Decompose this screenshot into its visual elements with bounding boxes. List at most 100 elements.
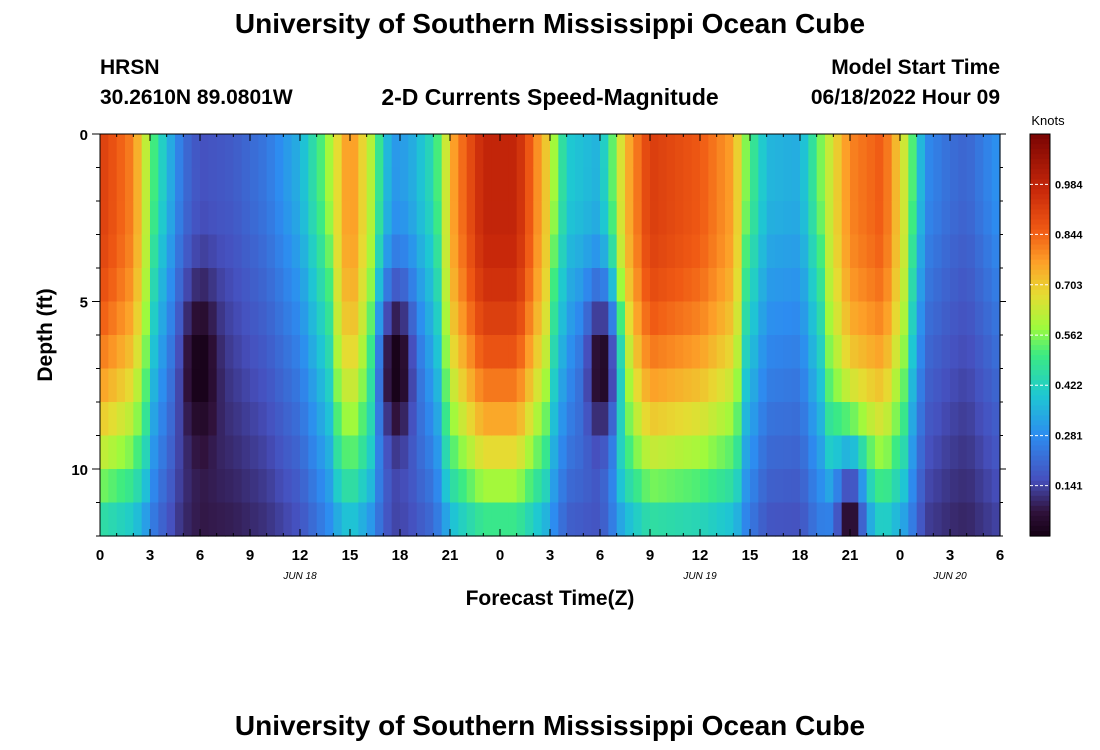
- heatmap-cell: [308, 335, 318, 370]
- heatmap-cell: [116, 134, 126, 169]
- heatmap-cell: [816, 402, 826, 437]
- heatmap-cell: [416, 134, 426, 169]
- heatmap-cell: [808, 502, 818, 537]
- heatmap-cell: [966, 435, 976, 470]
- heatmap-cell: [316, 402, 326, 437]
- heatmap-cell: [533, 234, 543, 269]
- heatmap-cell: [916, 469, 926, 504]
- heatmap-cell: [333, 335, 343, 370]
- colorbar-swatch: [1030, 169, 1050, 175]
- colorbar-swatch: [1030, 490, 1050, 497]
- heatmap-cell: [983, 368, 993, 403]
- heatmap-cell: [825, 469, 834, 504]
- heatmap-cell: [275, 234, 284, 269]
- heatmap-cell: [633, 469, 643, 504]
- colorbar-swatch: [1030, 530, 1050, 537]
- heatmap-cell: [591, 368, 601, 403]
- heatmap-cell: [775, 335, 784, 370]
- heatmap-cell: [383, 502, 393, 537]
- heatmap-cell: [425, 402, 434, 437]
- x-tick-label: 6: [196, 547, 204, 564]
- heatmap-cell: [550, 167, 559, 202]
- heatmap-cell: [133, 301, 143, 336]
- heatmap-cell: [291, 301, 301, 336]
- heatmap-cell: [608, 469, 618, 504]
- heatmap-cell: [641, 368, 651, 403]
- heatmap-cell: [416, 201, 426, 236]
- heatmap-cell: [966, 268, 976, 303]
- heatmap-cell: [541, 502, 551, 537]
- heatmap-cell: [116, 435, 126, 470]
- heatmap-cell: [525, 469, 534, 504]
- heatmap-cell: [708, 402, 718, 437]
- heatmap-cell: [541, 469, 551, 504]
- heatmap-cell: [383, 402, 393, 437]
- model-start-value: 06/18/2022 Hour 09: [810, 86, 1000, 109]
- heatmap-cell: [483, 469, 493, 504]
- heatmap-cell: [925, 435, 934, 470]
- heatmap-cell: [866, 435, 876, 470]
- heatmap-cell: [675, 234, 684, 269]
- heatmap-cell: [916, 301, 926, 336]
- heatmap-cell: [316, 368, 326, 403]
- heatmap-cell: [158, 234, 168, 269]
- heatmap-cell: [641, 502, 651, 537]
- heatmap-cell: [300, 201, 309, 236]
- heatmap-cell: [816, 368, 826, 403]
- heatmap-cell: [841, 435, 851, 470]
- heatmap-cell: [125, 167, 134, 202]
- heatmap-cell: [716, 268, 726, 303]
- heatmap-cell: [416, 301, 426, 336]
- heatmap-cell: [800, 234, 809, 269]
- colorbar: 0.984 0.844 0.703 0.562 0.422 0.281 0.141: [1029, 133, 1083, 537]
- heatmap-cell: [741, 469, 751, 504]
- heatmap-cell: [675, 435, 684, 470]
- colorbar-tick-label: 0.984: [1055, 179, 1083, 191]
- heatmap-cell: [125, 368, 134, 403]
- heatmap-cell: [983, 234, 993, 269]
- heatmap-cell: [858, 402, 868, 437]
- heatmap-cell: [433, 469, 443, 504]
- heatmap-cell: [991, 167, 1001, 202]
- heatmap-cell: [566, 502, 576, 537]
- colorbar-swatch: [1030, 194, 1050, 200]
- heatmap-cell: [933, 368, 943, 403]
- heatmap-cell: [708, 268, 718, 303]
- x-axis: 0 3 6 9 12 15 18 21 0 3 6 9 12 15 18 21 0 3 6 JUN 18 JUN 19 J…: [96, 134, 1004, 582]
- heatmap-cell: [800, 469, 809, 504]
- heatmap-cell: [708, 167, 718, 202]
- heatmap-cell: [550, 301, 559, 336]
- heatmap-cell: [675, 402, 684, 437]
- heatmap-cell: [400, 402, 409, 437]
- heatmap-cell: [208, 167, 218, 202]
- heatmap-cell: [150, 234, 159, 269]
- heatmap-cell: [733, 268, 743, 303]
- heatmap-cell: [600, 268, 609, 303]
- colorbar-swatch: [1030, 284, 1050, 291]
- heatmap-cell: [500, 234, 509, 269]
- heatmap-cell: [375, 502, 384, 537]
- heatmap-cell: [600, 402, 609, 437]
- colorbar-swatch: [1030, 520, 1050, 527]
- heatmap-cell: [566, 268, 576, 303]
- colorbar-swatch: [1030, 324, 1050, 331]
- heatmap-cell: [100, 167, 109, 202]
- heatmap-cell: [766, 301, 776, 336]
- heatmap-cell: [191, 469, 201, 504]
- heatmap-cell: [100, 201, 109, 236]
- heatmap-cell: [166, 435, 176, 470]
- colorbar-swatch: [1030, 340, 1050, 346]
- heatmap-cell: [966, 301, 976, 336]
- heatmap-cell: [850, 402, 859, 437]
- heatmap-cell: [266, 335, 276, 370]
- x-tick-label: 12: [692, 547, 709, 564]
- heatmap-cell: [625, 335, 634, 370]
- heatmap-cell: [566, 301, 576, 336]
- heatmap-cell: [875, 469, 884, 504]
- heatmap-cell: [283, 201, 293, 236]
- heatmap-cell: [741, 134, 751, 169]
- heatmap-cell: [700, 368, 709, 403]
- heatmap-cell: [558, 301, 568, 336]
- heatmap-cell: [216, 402, 226, 437]
- heatmap-cell: [691, 502, 701, 537]
